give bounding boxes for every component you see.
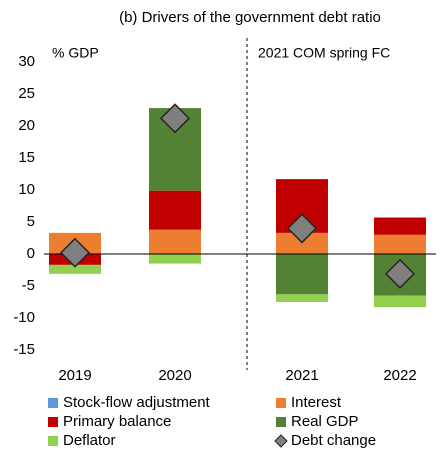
legend-symbol [276, 398, 286, 408]
chart-title: (b) Drivers of the government debt ratio [119, 9, 381, 26]
diamond-marker [384, 258, 416, 289]
bar-segment [374, 295, 426, 308]
x-tick-label: 2021 [285, 367, 318, 384]
bar-segment [49, 264, 101, 274]
bar-segment [276, 254, 328, 295]
legend-label: Debt change [291, 432, 376, 449]
y-tick-label: 15 [18, 149, 35, 166]
legend-label: Real GDP [291, 413, 359, 430]
legend-label: Stock-flow adjustment [63, 394, 211, 411]
x-tick-label: 2020 [158, 367, 191, 384]
annotation: % GDP [52, 45, 99, 61]
legend-symbol [274, 434, 288, 448]
y-tick-label: 10 [18, 181, 35, 198]
annotation: 2021 COM spring FC [258, 45, 390, 61]
x-tick-label: 2022 [383, 367, 416, 384]
y-tick-label: 25 [18, 85, 35, 102]
bar-segment [374, 217, 426, 235]
y-tick-label: -5 [22, 277, 35, 294]
diamond-marker [286, 213, 318, 244]
bar-segment [149, 229, 201, 254]
y-tick-label: 30 [18, 53, 35, 70]
y-tick-label: 20 [18, 117, 35, 134]
legend-label: Deflator [63, 432, 116, 449]
legend-symbol [48, 436, 58, 446]
y-tick-label: 5 [27, 213, 35, 230]
bar-segment [374, 234, 426, 254]
legend-label: Primary balance [63, 413, 171, 430]
diamond-marker [59, 237, 91, 268]
bar-segment [149, 190, 201, 230]
legend-symbol [48, 417, 58, 427]
legend-symbol [276, 417, 286, 427]
y-tick-label: 0 [27, 245, 35, 262]
legend-symbol [48, 398, 58, 408]
y-tick-label: -15 [13, 341, 35, 358]
bar-segment [276, 294, 328, 302]
diamond-marker [159, 103, 191, 134]
y-tick-label: -10 [13, 309, 35, 326]
bar-segment [149, 254, 201, 264]
x-tick-label: 2019 [58, 367, 91, 384]
legend-label: Interest [291, 394, 342, 411]
